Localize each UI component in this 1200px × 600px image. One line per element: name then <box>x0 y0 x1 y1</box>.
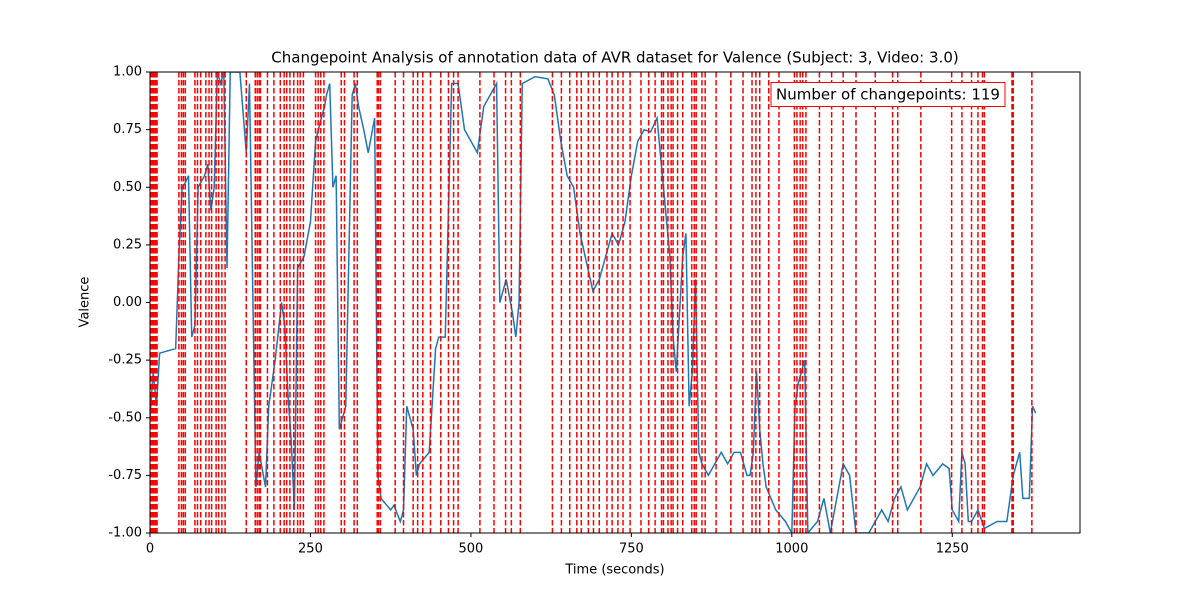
y-tick-label: 0.75 <box>113 122 142 137</box>
x-tick-label: 500 <box>458 542 483 557</box>
x-tick-label: 1000 <box>775 542 808 557</box>
chart-title: Changepoint Analysis of annotation data … <box>271 49 958 67</box>
y-tick-label: -1.00 <box>108 526 142 541</box>
y-tick-label: 0.25 <box>113 237 142 252</box>
plot-area <box>150 72 1037 533</box>
y-tick-label: 0.50 <box>113 180 142 195</box>
data-line <box>150 72 1037 533</box>
y-tick-label: -0.25 <box>108 353 142 368</box>
annotation-text: Number of changepoints: 119 <box>776 86 1000 104</box>
y-tick-label: 0.00 <box>113 295 142 310</box>
y-axis-label: Valence <box>78 277 93 328</box>
x-tick-label: 750 <box>619 542 644 557</box>
x-tick-label: 1250 <box>936 542 969 557</box>
axes: 0 250 500 750 1000 1250 -1.00 -0.75 -0.50 -0.25 0.… <box>108 65 1081 557</box>
x-tick-label: 0 <box>146 542 154 557</box>
y-tick-label: 1.00 <box>113 65 142 80</box>
annotation-box <box>770 82 1006 107</box>
y-tick-label: -0.50 <box>108 410 142 425</box>
x-axis-label: Time (seconds) <box>564 563 664 578</box>
y-tick-label: -0.75 <box>108 468 142 483</box>
x-tick-label: 250 <box>298 542 323 557</box>
